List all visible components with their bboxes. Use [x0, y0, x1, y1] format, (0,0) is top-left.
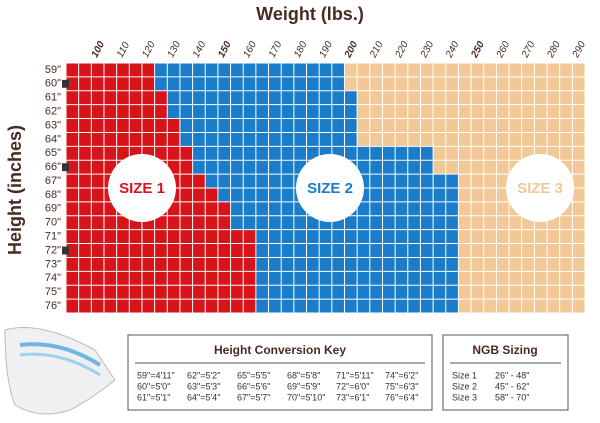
ngb-size: Size 1 — [452, 370, 477, 380]
weight-label: 260 — [494, 39, 512, 60]
size-1-region — [66, 271, 256, 286]
row-marker — [62, 246, 69, 255]
weight-label: 270 — [520, 39, 538, 60]
size-2-region — [167, 104, 358, 119]
size-1-region — [66, 118, 180, 133]
weight-label: 180 — [292, 39, 310, 59]
height-key-box — [127, 334, 433, 411]
size-1-region — [66, 215, 231, 230]
ngb-range: 26" - 48" — [495, 370, 529, 380]
weight-label: 150 — [216, 39, 234, 59]
height-conversion: 60"=5'0" — [137, 381, 170, 391]
height-conversion: 72"=6'0" — [336, 381, 369, 391]
size-badge — [296, 154, 364, 222]
y-axis-title: Height (inches) — [5, 125, 25, 255]
size-label: SIZE 2 — [307, 180, 353, 197]
height-label: 68" — [45, 189, 61, 201]
height-label: 73" — [45, 258, 61, 270]
height-conversion: 65"=5'5" — [237, 370, 270, 380]
height-conversion: 74"=6'2" — [385, 370, 418, 380]
size-1-region — [66, 257, 256, 272]
height-label: 61" — [45, 92, 61, 104]
height-label: 66" — [45, 161, 61, 173]
weight-label: 210 — [368, 39, 386, 60]
height-conversion: 64"=5'4" — [187, 392, 220, 402]
x-axis-title: Weight (lbs.) — [256, 4, 364, 24]
height-conversion: 73"=6'1" — [336, 392, 369, 402]
height-conversion: 71"=5'11" — [336, 370, 374, 380]
height-conversion: 61"=5'1" — [137, 392, 170, 402]
height-conversion: 70"=5'10" — [287, 392, 325, 402]
height-label: 75" — [45, 286, 61, 298]
weight-label: 250 — [469, 39, 487, 60]
ngb-size: Size 2 — [452, 381, 477, 391]
size-1-region — [66, 285, 256, 300]
height-label: 71" — [45, 231, 61, 243]
weight-label: 100 — [90, 39, 108, 59]
size-1-region — [66, 243, 256, 258]
size-2-region — [167, 90, 358, 105]
size-1-region — [66, 132, 180, 147]
weight-label: 200 — [342, 39, 360, 60]
weight-label: 110 — [115, 40, 132, 60]
height-label: 72" — [45, 244, 61, 256]
size-badge — [108, 154, 176, 222]
row-marker — [62, 79, 69, 88]
height-conversion: 62"=5'2" — [187, 370, 220, 380]
weight-label: 120 — [140, 39, 158, 59]
height-conversion: 75"=6'3" — [385, 381, 418, 391]
height-label: 64" — [45, 133, 61, 145]
weight-label: 160 — [241, 39, 259, 59]
ngb-size: Size 3 — [452, 392, 477, 402]
height-conversion: 63"=5'3" — [187, 381, 220, 391]
ngb-range: 45" - 62" — [495, 381, 529, 391]
size-1-region — [66, 76, 155, 91]
height-label: 67" — [45, 175, 61, 187]
weight-label: 190 — [317, 39, 335, 59]
height-key-title: Height Conversion Key — [214, 343, 346, 357]
row-marker — [62, 163, 69, 172]
weight-label: 130 — [166, 39, 184, 59]
height-label: 63" — [45, 119, 61, 131]
ngb-box — [442, 334, 569, 411]
weight-label: 230 — [418, 39, 436, 60]
height-label: 76" — [45, 300, 61, 312]
height-label: 69" — [45, 203, 61, 215]
weight-label: 290 — [570, 39, 588, 60]
height-conversion: 67"=5'7" — [237, 392, 270, 402]
size-label: SIZE 3 — [517, 180, 563, 197]
size-1-region — [66, 229, 256, 244]
height-label: 65" — [45, 147, 61, 159]
height-label: 59" — [45, 64, 61, 76]
height-conversion: 76"=6'4" — [385, 392, 418, 402]
size-2-region — [154, 76, 345, 91]
size-1-region — [66, 63, 155, 77]
diaper-illustration — [4, 327, 116, 415]
size-label: SIZE 1 — [119, 180, 165, 197]
height-label: 70" — [45, 217, 61, 229]
height-label: 60" — [45, 78, 61, 90]
size-2-region — [154, 63, 345, 77]
size-3-region — [344, 63, 585, 77]
ngb-title: NGB Sizing — [472, 343, 537, 357]
weight-label: 240 — [444, 39, 462, 60]
weight-label: 170 — [267, 39, 285, 59]
height-label: 74" — [45, 272, 61, 284]
size-1-region — [66, 299, 256, 313]
weight-label: 140 — [191, 39, 209, 59]
height-conversion: 66"=5'6" — [237, 381, 270, 391]
size-2-region — [192, 146, 434, 161]
height-conversion: 59"=4'11" — [137, 370, 175, 380]
ngb-range: 58" - 70" — [495, 392, 529, 402]
height-label: 62" — [45, 106, 61, 118]
height-conversion: 69"=5'9" — [287, 381, 320, 391]
size-badge — [506, 154, 574, 222]
size-3-region — [344, 76, 585, 91]
weight-label: 220 — [393, 39, 411, 60]
weight-label: 280 — [545, 39, 563, 60]
height-conversion: 68"=5'8" — [287, 370, 320, 380]
